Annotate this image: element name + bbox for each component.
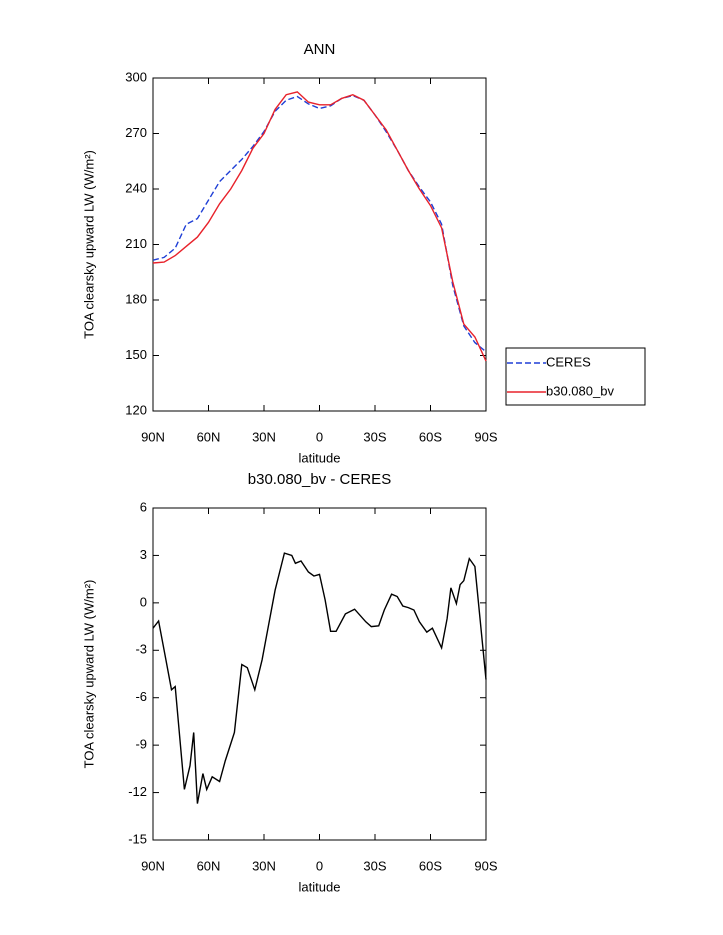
y-tick-label: 150 [125, 347, 147, 362]
x-axis-label: latitude [299, 879, 341, 894]
x-tick-label: 30N [252, 858, 276, 873]
x-tick-label: 0 [316, 429, 323, 444]
y-tick-label: -15 [128, 831, 147, 846]
x-tick-label: 30S [363, 429, 386, 444]
data-line [152, 91, 487, 362]
y-axis-label: TOA clearsky upward LW (W/m²) [81, 150, 96, 339]
x-tick-label: 30S [363, 858, 386, 873]
y-tick-label: -6 [135, 689, 147, 704]
plot-frame [152, 77, 487, 412]
y-tick-label: 240 [125, 180, 147, 195]
x-tick-label: 90N [141, 429, 165, 444]
chart-title: ANN [304, 41, 336, 58]
y-tick-label: -12 [128, 784, 147, 799]
y-tick-label: 6 [140, 499, 147, 514]
x-tick-label: 90S [474, 429, 497, 444]
legend-label: b30.080_bv [546, 383, 614, 398]
x-tick-label: 60S [419, 429, 442, 444]
y-tick-label: 270 [125, 125, 147, 140]
data-line [152, 552, 487, 804]
x-tick-label: 90S [474, 858, 497, 873]
y-tick-label: 180 [125, 291, 147, 306]
y-tick-label: 300 [125, 69, 147, 84]
chart-title: b30.080_bv - CERES [248, 471, 391, 488]
x-tick-label: 60S [419, 858, 442, 873]
y-tick-label: 3 [140, 547, 147, 562]
x-tick-label: 0 [316, 858, 323, 873]
plot-frame [152, 507, 487, 841]
x-tick-label: 90N [141, 858, 165, 873]
x-tick-label: 60N [197, 858, 221, 873]
x-axis-label: latitude [299, 450, 341, 465]
legend-label: CERES [546, 354, 591, 369]
y-axis-label: TOA clearsky upward LW (W/m²) [81, 580, 96, 769]
x-tick-label: 30N [252, 429, 276, 444]
y-tick-label: 120 [125, 402, 147, 417]
data-line [152, 94, 487, 353]
y-tick-label: 0 [140, 594, 147, 609]
x-tick-label: 60N [197, 429, 221, 444]
legend-box [505, 347, 646, 406]
y-tick-label: -3 [135, 642, 147, 657]
y-tick-label: 210 [125, 236, 147, 251]
y-tick-label: -9 [135, 737, 147, 752]
